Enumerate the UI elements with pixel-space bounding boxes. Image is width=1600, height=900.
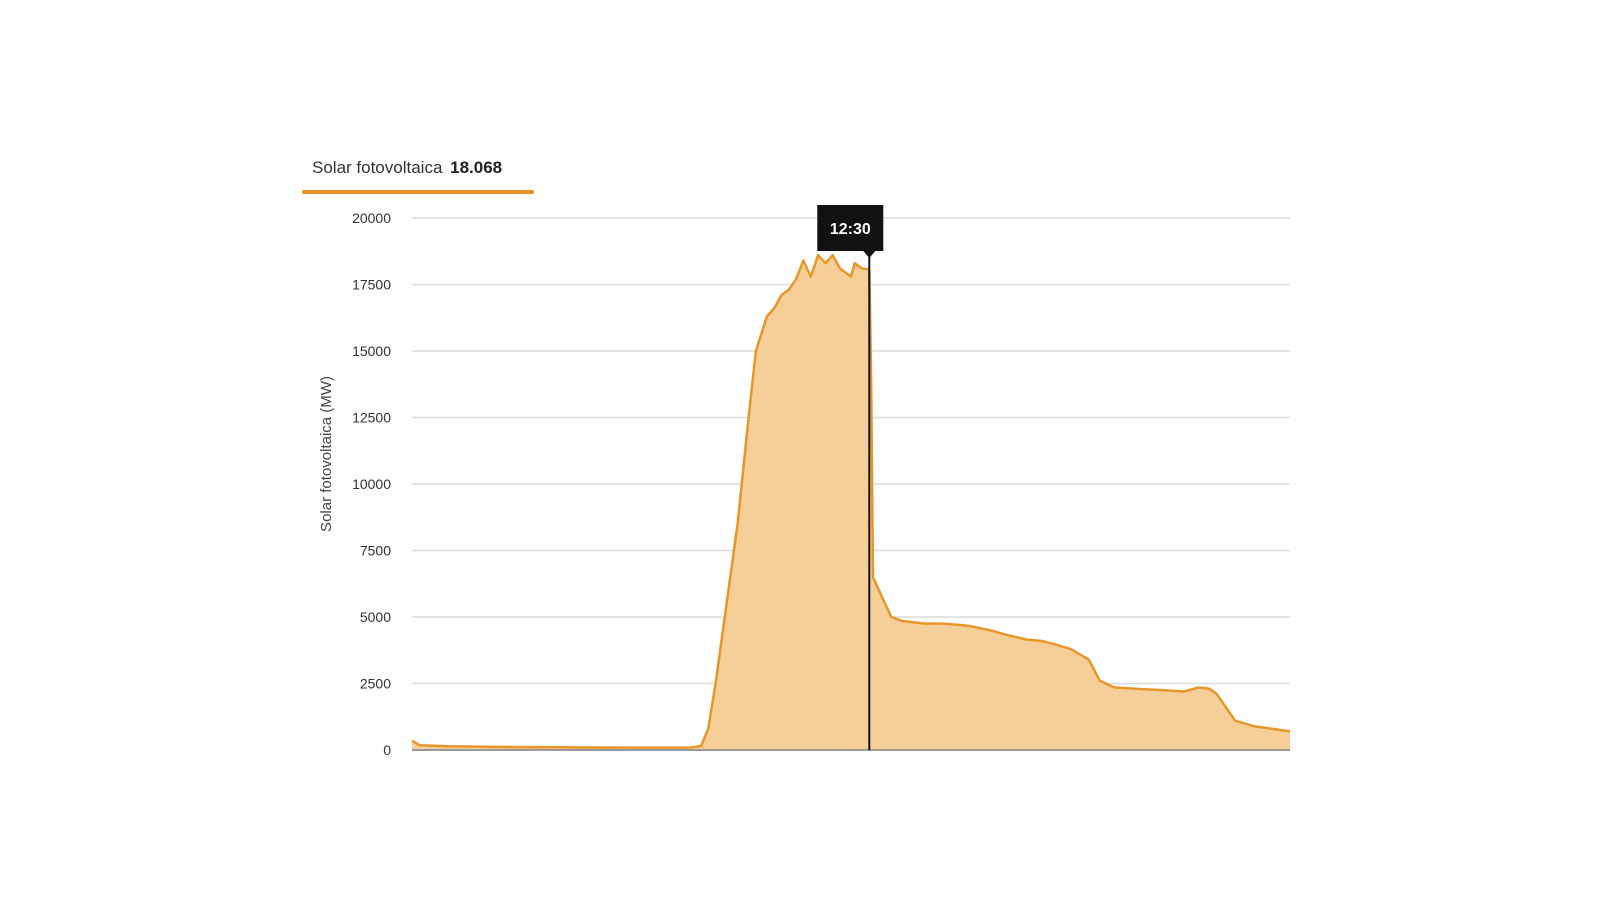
legend-entry: Solar fotovoltaica 18.068: [312, 158, 502, 178]
y-tick-label: 15000: [352, 343, 391, 359]
y-tick-label: 17500: [352, 277, 391, 293]
legend-value: 18.068: [450, 158, 503, 177]
series-area-fill: [412, 255, 1290, 750]
time-tooltip-pointer: [863, 251, 876, 258]
legend-label: Solar fotovoltaica: [312, 158, 443, 177]
series-line: [411, 253, 1291, 749]
y-tick-label: 20000: [352, 210, 391, 226]
y-tick-label: 12500: [352, 410, 391, 426]
legend-tab-solar[interactable]: Solar fotovoltaica 18.068: [302, 146, 534, 196]
y-tick-layer: 0 2500 5000 7500 10000 12500 15000 17500 20000: [352, 210, 391, 758]
y-tick-label: 7500: [360, 543, 391, 559]
cursor-layer: 12:30: [817, 205, 884, 750]
area-layer: [411, 253, 1291, 750]
time-tooltip-label: 12:30: [830, 221, 871, 238]
y-axis-label: Solar fotovoltaica (MW): [318, 376, 335, 532]
y-tick-label: 2500: [360, 676, 391, 692]
y-tick-label: 10000: [352, 476, 391, 492]
legend-underline: [302, 190, 534, 194]
y-tick-label: 0: [383, 742, 391, 758]
y-tick-label: 5000: [360, 609, 391, 625]
time-tooltip-box: [817, 205, 884, 251]
